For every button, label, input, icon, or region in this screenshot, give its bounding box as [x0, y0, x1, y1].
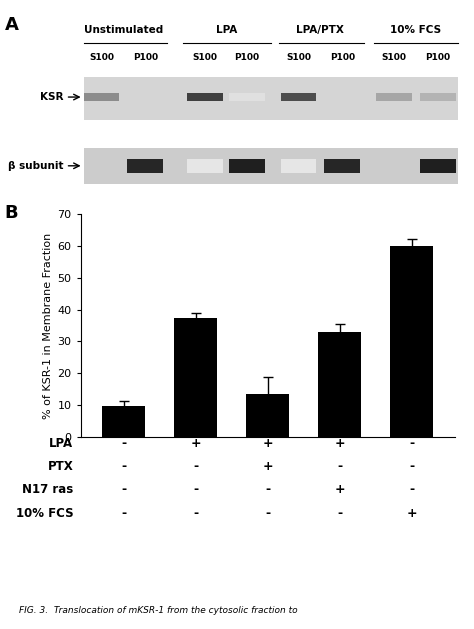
- Text: FIG. 3.  Translocation of mKSR-1 from the cytosolic fraction to: FIG. 3. Translocation of mKSR-1 from the…: [19, 606, 298, 615]
- Bar: [174, 318, 218, 437]
- Bar: [102, 406, 146, 437]
- Text: S100: S100: [286, 53, 311, 62]
- Text: N17 ras: N17 ras: [22, 484, 73, 496]
- Bar: [390, 246, 433, 437]
- Bar: [281, 93, 317, 101]
- Text: Unstimulated: Unstimulated: [84, 25, 163, 35]
- Text: S100: S100: [89, 53, 114, 62]
- Text: LPA: LPA: [49, 437, 73, 450]
- Text: -: -: [409, 484, 414, 496]
- Bar: [83, 93, 119, 101]
- Text: -: -: [337, 507, 342, 520]
- Text: P100: P100: [425, 53, 450, 62]
- Text: B: B: [5, 204, 18, 223]
- Bar: [420, 159, 456, 173]
- Bar: [128, 159, 163, 173]
- Text: +: +: [263, 460, 273, 473]
- Text: +: +: [191, 437, 201, 450]
- Text: -: -: [337, 460, 342, 473]
- Text: +: +: [407, 507, 417, 520]
- Text: +: +: [335, 484, 345, 496]
- Text: 10% FCS: 10% FCS: [391, 25, 442, 35]
- Text: S100: S100: [192, 53, 218, 62]
- Text: KSR: KSR: [40, 92, 64, 102]
- Text: -: -: [265, 484, 270, 496]
- Bar: [420, 93, 456, 101]
- Bar: [83, 77, 458, 120]
- Text: S100: S100: [382, 53, 407, 62]
- Bar: [324, 159, 360, 173]
- Text: -: -: [193, 507, 198, 520]
- Text: P100: P100: [133, 53, 158, 62]
- Bar: [229, 159, 264, 173]
- Text: -: -: [121, 507, 127, 520]
- Text: -: -: [193, 460, 198, 473]
- Text: P100: P100: [234, 53, 259, 62]
- Text: -: -: [121, 437, 127, 450]
- Text: A: A: [5, 16, 18, 34]
- Bar: [281, 159, 317, 173]
- Bar: [376, 93, 412, 101]
- Y-axis label: % of KSR-1 in Membrane Fraction: % of KSR-1 in Membrane Fraction: [43, 232, 53, 419]
- Text: β subunit: β subunit: [8, 161, 64, 171]
- Bar: [83, 148, 458, 184]
- Text: LPA/PTX: LPA/PTX: [296, 25, 345, 35]
- Bar: [187, 93, 223, 101]
- Bar: [246, 394, 290, 437]
- Text: 10% FCS: 10% FCS: [16, 507, 73, 520]
- Text: LPA: LPA: [216, 25, 237, 35]
- Text: +: +: [335, 437, 345, 450]
- Text: PTX: PTX: [48, 460, 73, 473]
- Text: -: -: [409, 437, 414, 450]
- Text: -: -: [265, 507, 270, 520]
- Text: -: -: [121, 460, 127, 473]
- Bar: [318, 332, 362, 437]
- Text: -: -: [121, 484, 127, 496]
- Text: -: -: [193, 484, 198, 496]
- Text: P100: P100: [330, 53, 355, 62]
- Bar: [229, 93, 264, 101]
- Bar: [187, 159, 223, 173]
- Bar: [83, 159, 119, 173]
- Text: +: +: [263, 437, 273, 450]
- Text: -: -: [409, 460, 414, 473]
